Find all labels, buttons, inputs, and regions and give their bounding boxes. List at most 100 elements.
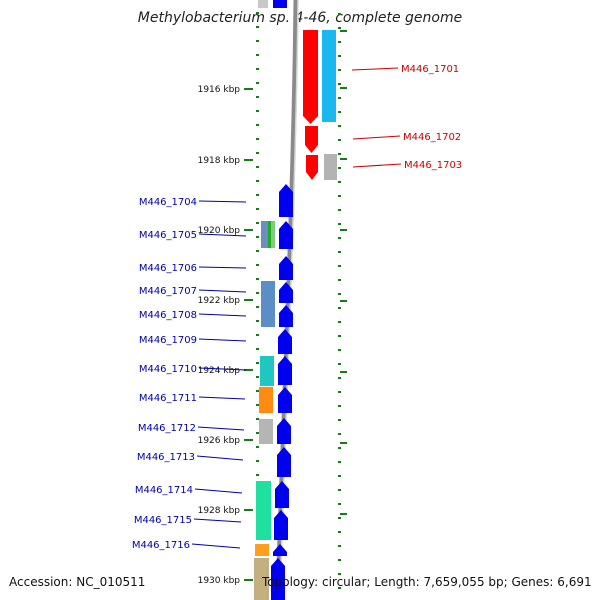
gene-arrow-reverse (306, 155, 318, 180)
leader-line (198, 200, 247, 203)
tick-mark-inner (256, 306, 259, 308)
tick-mark-major (340, 300, 347, 302)
tick-mark-outer (338, 41, 341, 43)
tick-mark-inner (256, 96, 259, 98)
tick-marks (256, 12, 347, 589)
tick-mark-outer (338, 27, 341, 29)
tick-mark-outer (338, 587, 341, 589)
tick-mark-outer (338, 489, 341, 491)
tick-mark-inner (256, 68, 259, 70)
scale-label: 1918 kbp (198, 156, 241, 166)
tick-mark-outer (338, 559, 341, 561)
tick-mark-inner (256, 348, 259, 350)
cog-box-forward (254, 558, 269, 600)
gene-label-forward: M446_1704 (139, 197, 197, 208)
tick-mark-inner (256, 124, 259, 126)
scale-label: 1922 kbp (198, 296, 241, 306)
tick-mark-inner (256, 40, 259, 42)
cog-box-forward (259, 419, 273, 444)
tick-mark-outer (338, 223, 341, 225)
leader-line (194, 488, 243, 494)
map-title: Methylobacterium sp. 4-46, complete geno… (137, 10, 463, 26)
tick-mark-outer (338, 405, 341, 407)
gene-arrow-forward (271, 558, 285, 600)
scale-label: 1928 kbp (198, 506, 241, 516)
tick-mark-inner (256, 404, 259, 406)
tick-mark-major (340, 442, 347, 444)
tick-mark-outer (338, 125, 341, 127)
tick-mark-outer (338, 377, 341, 379)
scale-label: 1916 kbp (198, 85, 241, 95)
tick-mark-inner (256, 446, 259, 448)
tick-mark-outer (338, 391, 341, 393)
tick-mark-major (340, 30, 347, 32)
tick-mark-inner (256, 292, 259, 294)
cog-box-reverse (322, 30, 336, 122)
tick-mark-inner (256, 334, 259, 336)
tick-mark-outer (338, 475, 341, 477)
tick-mark-outer (338, 545, 341, 547)
leader-line (197, 426, 245, 431)
tick-mark-inner (256, 376, 259, 378)
gene-labels: M446_1701 M446_1702 M446_1703 M446_1704 M446… (132, 64, 462, 551)
gene-label-forward: M446_1714 (135, 485, 193, 496)
gene-arrow-forward (274, 510, 288, 540)
gene-arrow-forward (279, 221, 293, 249)
tick-mark-outer (338, 461, 341, 463)
cog-box-forward (261, 221, 268, 248)
leader-line (198, 266, 247, 269)
tick-mark-outer (338, 195, 341, 197)
tick-mark-inner (256, 222, 259, 224)
tick-mark-outer (338, 139, 341, 141)
gene-label-forward: M446_1710 (139, 364, 197, 375)
tick-mark-outer (338, 335, 341, 337)
gene-label-forward: M446_1713 (137, 452, 195, 463)
cog-box-forward (261, 281, 275, 327)
gene-arrow-forward (279, 256, 293, 280)
cog-box-forward (260, 356, 274, 386)
scale-tick (244, 369, 253, 371)
gene-arrow-forward (279, 305, 293, 327)
tick-mark-inner (256, 166, 259, 168)
tick-mark-outer (338, 447, 341, 449)
gene-arrow-forward (278, 356, 292, 385)
leader-line (352, 135, 401, 140)
tick-mark-inner (256, 362, 259, 364)
tick-mark-inner (256, 460, 259, 462)
tick-mark-outer (338, 419, 341, 421)
tick-mark-outer (338, 433, 341, 435)
partial-feature (273, 0, 287, 8)
gene-label-forward: M446_1712 (138, 423, 196, 434)
leader-line (352, 163, 402, 168)
scale-label: 1924 kbp (198, 366, 241, 376)
tick-mark-major (340, 371, 347, 373)
gene-arrow-forward (277, 418, 291, 444)
tick-mark-inner (256, 82, 259, 84)
gene-features (254, 0, 337, 600)
tick-mark-inner (256, 152, 259, 154)
tick-mark-inner (256, 236, 259, 238)
tick-mark-inner (256, 320, 259, 322)
tick-mark-inner (256, 26, 259, 28)
tick-mark-outer (338, 573, 341, 575)
leader-line (198, 338, 247, 342)
tick-mark-inner (256, 54, 259, 56)
cog-box-reverse (324, 154, 337, 180)
leader-line (198, 396, 246, 400)
gene-arrow-forward (278, 387, 292, 413)
cog-box-forward (271, 221, 275, 248)
tick-mark-outer (338, 13, 341, 15)
tick-mark-outer (338, 531, 341, 533)
leader-line (198, 367, 247, 371)
tick-mark-inner (256, 418, 259, 420)
scale-tick (244, 439, 253, 441)
leader-line (196, 455, 244, 461)
gene-arrow-forward (275, 481, 289, 508)
gene-label-forward: M446_1708 (139, 310, 197, 321)
gene-label-forward: M446_1706 (139, 263, 197, 274)
scale-tick (244, 159, 253, 161)
scale-tick (244, 229, 253, 231)
gene-label-forward: M446_1709 (139, 335, 197, 346)
partial-feature (258, 0, 268, 8)
